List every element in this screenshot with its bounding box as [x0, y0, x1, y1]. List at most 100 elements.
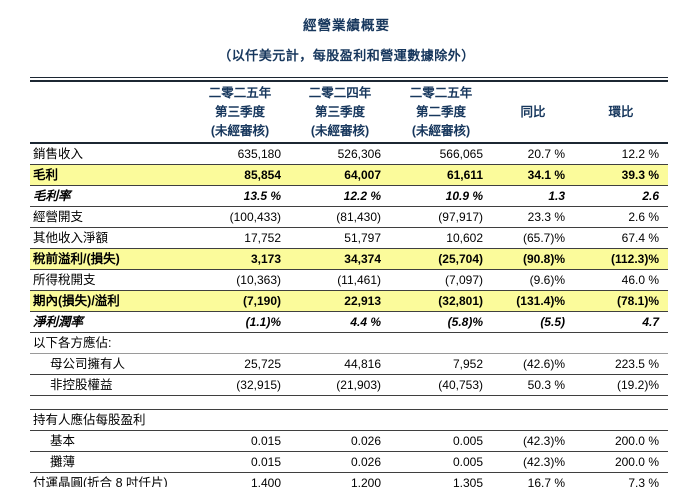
column-header-label [30, 81, 190, 144]
row-label: 稅前溢利/(損失) [30, 248, 190, 270]
table-row: 以下各方應佔: [30, 332, 668, 354]
cell-q3_2025 [190, 395, 290, 410]
row-label: 淨利潤率 [30, 311, 190, 333]
row-label: 持有人應佔每股盈利 [30, 409, 190, 431]
cell-q2_2025: 566,065 [390, 143, 492, 165]
cell-qoq: 200.0 % [574, 430, 668, 452]
cell-q3_2025: 635,180 [190, 143, 290, 165]
column-header-line: (未經審核) [210, 124, 270, 138]
table-row: 其他收入淨額 17,752 51,797 10,602 (65.7)% 67.4 % [30, 227, 668, 249]
cell-q2_2025: (5.8)% [390, 311, 492, 333]
cell-qoq: (112.3)% [574, 248, 668, 270]
cell-yoy [492, 409, 574, 431]
cell-yoy: (42.3)% [492, 451, 574, 473]
cell-qoq: 2.6 [574, 185, 668, 207]
table-row: 期內(損失)/溢利 (7,190) 22,913 (32,801) (131.4)% (7… [30, 290, 668, 312]
table-header: 二零二五年 第三季度 (未經審核) 二零二四年 第三季度 (未經審核) 二零二五年 第二季度 (… [30, 81, 668, 144]
row-label: 毛利 [30, 164, 190, 186]
table-row: 經營開支 (100,433) (81,430) (97,917) 23.3 % 2.6 % [30, 206, 668, 228]
cell-qoq: 200.0 % [574, 451, 668, 473]
column-header-line [492, 84, 574, 103]
cell-q3_2024: 22,913 [290, 290, 390, 312]
cell-yoy [492, 332, 574, 354]
column-header-line [574, 122, 668, 141]
cell-q3_2025 [190, 332, 290, 354]
cell-q2_2025: (25,704) [390, 248, 492, 270]
column-header-line: 二零二五年 [409, 86, 473, 100]
cell-yoy: 20.7 % [492, 143, 574, 165]
cell-qoq: 39.3 % [574, 164, 668, 186]
cell-q3_2024: (11,461) [290, 269, 390, 291]
column-header-line: 環比 [608, 105, 634, 119]
cell-q3_2025: 85,854 [190, 164, 290, 186]
cell-yoy: (5.5) [492, 311, 574, 333]
cell-q3_2025: 1,400 [190, 472, 290, 487]
table-row: 所得稅開支 (10,363) (11,461) (7,097) (9.6)% 46.0 % [30, 269, 668, 291]
cell-q3_2024 [290, 332, 390, 354]
table-row: 毛利率 13.5 % 12.2 % 10.9 % 1.3 2.6 [30, 185, 668, 207]
table-row: 基本 0.015 0.026 0.005 (42.3)% 200.0 % [30, 430, 668, 452]
cell-qoq: 67.4 % [574, 227, 668, 249]
row-label [30, 395, 190, 410]
cell-q3_2024: 12.2 % [290, 185, 390, 207]
cell-yoy: (42.3)% [492, 430, 574, 452]
cell-yoy: 23.3 % [492, 206, 574, 228]
cell-q2_2025 [390, 332, 492, 354]
table-row: 付運晶圓(折合 8 吋仟片) 1,400 1,200 1,305 16.7 % 7.3 % [30, 472, 668, 487]
column-header-line [30, 103, 190, 122]
cell-q3_2025 [190, 409, 290, 431]
row-label: 非控股權益 [30, 374, 190, 396]
cell-yoy: (65.7)% [492, 227, 574, 249]
table-row: 稅前溢利/(損失) 3,173 34,374 (25,704) (90.8)% (112.… [30, 248, 668, 270]
cell-yoy: 16.7 % [492, 472, 574, 487]
table-row: 持有人應佔每股盈利 [30, 409, 668, 431]
cell-q3_2024: 0.026 [290, 430, 390, 452]
cell-yoy: 1.3 [492, 185, 574, 207]
column-header-line [574, 84, 668, 103]
row-label: 毛利率 [30, 185, 190, 207]
page-subtitle: （以仟美元計，每股盈利和營運數據除外） [218, 48, 475, 63]
row-label: 付運晶圓(折合 8 吋仟片) [30, 472, 190, 487]
cell-q3_2024: (81,430) [290, 206, 390, 228]
cell-q2_2025: 0.005 [390, 430, 492, 452]
cell-yoy: 34.1 % [492, 164, 574, 186]
cell-q3_2024: 44,816 [290, 353, 390, 375]
cell-q3_2025: (10,363) [190, 269, 290, 291]
cell-q3_2024: 4.4 % [290, 311, 390, 333]
header-row: 二零二五年 第三季度 (未經審核) 二零二四年 第三季度 (未經審核) 二零二五年 第二季度 (… [30, 81, 668, 144]
cell-q3_2024: 526,306 [290, 143, 390, 165]
cell-q3_2025: (7,190) [190, 290, 290, 312]
cell-q3_2025: 0.015 [190, 451, 290, 473]
cell-yoy: (42.6)% [492, 353, 574, 375]
column-header-line [30, 122, 190, 141]
cell-qoq: 46.0 % [574, 269, 668, 291]
cell-q3_2024: 34,374 [290, 248, 390, 270]
table-body: 銷售收入 635,180 526,306 566,065 20.7 % 12.2 % 毛利 8… [30, 143, 668, 487]
cell-qoq: 4.7 [574, 311, 668, 333]
column-header-line [30, 84, 190, 103]
cell-q2_2025: (32,801) [390, 290, 492, 312]
cell-q3_2024: (21,903) [290, 374, 390, 396]
cell-q3_2025: 13.5 % [190, 185, 290, 207]
cell-q3_2025: 25,725 [190, 353, 290, 375]
column-header-line: 第二季度 [415, 105, 466, 119]
cell-yoy: (90.8)% [492, 248, 574, 270]
row-label: 銷售收入 [30, 143, 190, 165]
cell-qoq: 223.5 % [574, 353, 668, 375]
cell-q2_2025: 0.005 [390, 451, 492, 473]
cell-q3_2025: (1.1)% [190, 311, 290, 333]
row-label: 母公司擁有人 [30, 353, 190, 375]
cell-q3_2024 [290, 395, 390, 410]
table-row: 淨利潤率 (1.1)% 4.4 % (5.8)% (5.5) 4.7 [30, 311, 668, 333]
cell-qoq: (78.1)% [574, 290, 668, 312]
results-table-wrap: 二零二五年 第三季度 (未經審核) 二零二四年 第三季度 (未經審核) 二零二五年 第二季度 (… [30, 77, 668, 487]
row-label: 所得稅開支 [30, 269, 190, 291]
cell-q3_2024: 51,797 [290, 227, 390, 249]
cell-q3_2025: 3,173 [190, 248, 290, 270]
table-row [30, 395, 668, 410]
column-header-line: 同比 [520, 105, 546, 119]
cell-q2_2025 [390, 409, 492, 431]
cell-yoy: 50.3 % [492, 374, 574, 396]
cell-yoy [492, 395, 574, 410]
row-label: 攤薄 [30, 451, 190, 473]
